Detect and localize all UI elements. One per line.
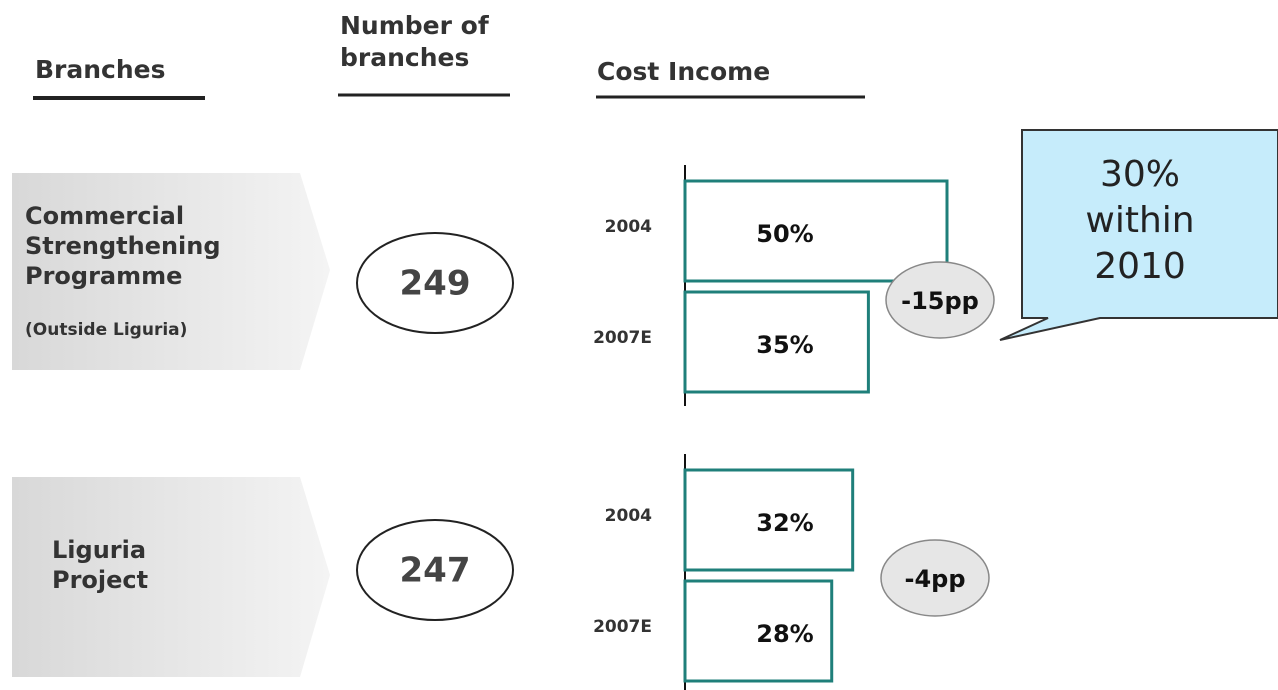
row-label: Liguria Project <box>52 536 149 594</box>
header: Branches <box>35 55 166 84</box>
delta-bubble <box>880 539 990 617</box>
bar-label: 28% <box>756 620 813 648</box>
category-label: 2007E <box>593 328 652 348</box>
bar-label: 35% <box>756 331 813 359</box>
delta-label: -4pp <box>904 565 965 593</box>
branch-count: 247 <box>400 551 471 591</box>
bar <box>683 179 949 283</box>
category-label: 2004 <box>605 217 652 237</box>
branch-circle <box>356 519 514 621</box>
branch-circle <box>356 232 514 334</box>
bar <box>683 579 834 683</box>
delta-bubble <box>885 261 995 339</box>
row-band <box>12 477 330 677</box>
branch-count: 249 <box>400 264 471 304</box>
bar-label: 50% <box>756 220 813 248</box>
bar <box>683 468 855 572</box>
header: Cost Income <box>597 57 771 86</box>
bar-label: 32% <box>756 509 813 537</box>
row-sublabel: (Outside Liguria) <box>25 320 188 340</box>
category-label: 2004 <box>605 506 652 526</box>
category-label: 2007E <box>593 617 652 637</box>
callout-text: 30% within 2010 <box>1085 154 1195 287</box>
callout-box <box>999 129 1278 341</box>
row-band <box>12 173 330 370</box>
row-label: Commercial Strengthening Programme <box>25 202 221 290</box>
delta-label: -15pp <box>901 287 979 315</box>
bar <box>683 290 870 394</box>
header: Number of branches <box>340 11 489 72</box>
